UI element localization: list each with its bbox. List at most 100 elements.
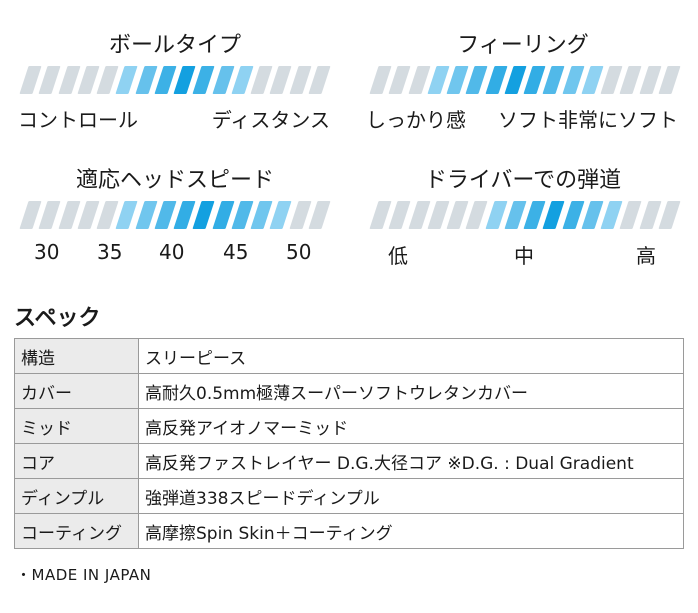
- table-row: カバー 高耐久0.5mm極薄スーパーソフトウレタンカバー: [14, 373, 684, 409]
- gauge-segment: [542, 66, 566, 94]
- gauge-segment: [231, 66, 254, 94]
- gauge-segment: [154, 66, 177, 94]
- gauge-segment: [173, 66, 196, 94]
- gauge-bar: [369, 66, 681, 94]
- gauge-segment: [96, 66, 119, 94]
- made-in-note: ・MADE IN JAPAN: [16, 566, 152, 584]
- gauge-segment: [523, 201, 546, 229]
- gauge-segment: [38, 201, 62, 229]
- gauge-tick-label: 50: [286, 240, 312, 264]
- spec-key: カバー: [14, 373, 139, 409]
- gauge-segment: [115, 201, 139, 229]
- gauge-segment: [388, 201, 412, 229]
- gauge-segment: [388, 66, 412, 94]
- gauge-segment: [600, 201, 623, 229]
- gauge-segment: [173, 201, 196, 229]
- gauge-segment: [407, 66, 431, 94]
- gauge-segment: [77, 201, 100, 229]
- gauge-segment: [484, 201, 508, 229]
- gauge-segment: [288, 201, 312, 229]
- gauge-segment: [250, 66, 273, 94]
- gauge-label-right: 非常にソフト: [558, 108, 678, 132]
- gauge-segment: [465, 201, 489, 229]
- gauge-segment: [19, 201, 42, 229]
- gauge-segment: [211, 201, 235, 229]
- gauge-tick-label: 45: [223, 240, 249, 264]
- gauge-segment: [658, 66, 681, 94]
- spec-key: コア: [14, 443, 139, 479]
- spec-value: スリーピース: [138, 338, 684, 374]
- gauge-segment: [38, 66, 62, 94]
- gauge-label-left: 低: [388, 244, 408, 268]
- gauge-title: 適応ヘッドスピード: [75, 168, 274, 193]
- gauge-segment: [211, 66, 235, 94]
- gauge-segment: [134, 201, 158, 229]
- gauge-label-middle: ソフト: [498, 108, 558, 132]
- gauge-segment: [250, 201, 273, 229]
- gauge-segment: [561, 201, 585, 229]
- gauge-segment: [369, 201, 392, 229]
- gauge-label-left: しっかり感: [366, 108, 466, 132]
- gauge-title: フィーリング: [457, 33, 589, 58]
- gauge-tick-label: 40: [159, 240, 185, 264]
- gauge-segment: [561, 66, 585, 94]
- gauge-segment: [269, 201, 293, 229]
- table-row: 構造 スリーピース: [14, 338, 684, 374]
- gauge-segment: [308, 66, 331, 94]
- spec-value: 高反発アイオノマーミッド: [138, 408, 684, 444]
- gauge-tick-label: 35: [97, 240, 123, 264]
- gauge-segment: [308, 201, 331, 229]
- gauge-segment: [658, 201, 681, 229]
- gauge-segment: [231, 201, 254, 229]
- table-row: ミッド 高反発アイオノマーミッド: [14, 408, 684, 444]
- spec-heading: スペック: [14, 306, 101, 331]
- table-row: コア 高反発ファストレイヤー D.G.大径コア ※D.G. : Dual Gra…: [14, 443, 684, 479]
- gauge-bar: [19, 66, 331, 94]
- gauge-segment: [619, 201, 643, 229]
- gauge-segment: [638, 66, 662, 94]
- spec-key: コーティング: [14, 513, 139, 549]
- gauge-segment: [269, 66, 293, 94]
- gauge-segment: [446, 201, 469, 229]
- gauge-segment: [427, 66, 450, 94]
- gauge-segment: [369, 66, 392, 94]
- gauge-segment: [154, 201, 177, 229]
- gauge-segment: [600, 66, 623, 94]
- gauge-segment: [427, 201, 450, 229]
- gauge-segment: [77, 66, 100, 94]
- spec-value: 強弾道338スピードディンプル: [138, 478, 684, 514]
- gauge-segment: [115, 66, 139, 94]
- gauge-segment: [619, 66, 643, 94]
- gauge-segment: [581, 201, 604, 229]
- gauge-bar: [369, 201, 681, 229]
- table-row: コーティング 高摩擦Spin Skin＋コーティング: [14, 513, 684, 549]
- spec-table: 構造 スリーピース カバー 高耐久0.5mm極薄スーパーソフトウレタンカバー ミ…: [14, 338, 684, 549]
- spec-value: 高摩擦Spin Skin＋コーティング: [138, 513, 684, 549]
- gauge-title: ボールタイプ: [108, 33, 241, 58]
- gauge-segment: [504, 66, 527, 94]
- gauge-segment: [192, 201, 216, 229]
- gauge-segment: [465, 66, 489, 94]
- spec-value: 高反発ファストレイヤー D.G.大径コア ※D.G. : Dual Gradie…: [138, 443, 684, 479]
- gauge-label-right: ディスタンス: [211, 108, 330, 132]
- gauge-segment: [407, 201, 431, 229]
- gauge-segment: [542, 201, 566, 229]
- gauge-label-right: 高: [636, 244, 656, 268]
- gauge-segment: [96, 201, 119, 229]
- gauge-label-left: コントロール: [18, 108, 138, 132]
- gauge-segment: [288, 66, 312, 94]
- gauge-segment: [192, 66, 216, 94]
- gauge-segment: [57, 66, 81, 94]
- gauge-segment: [581, 66, 604, 94]
- gauge-segment: [134, 66, 158, 94]
- gauge-segment: [523, 66, 546, 94]
- gauge-title: ドライバーでの弾道: [424, 168, 622, 193]
- spec-key: ミッド: [14, 408, 139, 444]
- gauge-segment: [19, 66, 42, 94]
- gauge-tick-label: 30: [34, 240, 60, 264]
- gauge-segment: [57, 201, 81, 229]
- spec-key: ディンプル: [14, 478, 139, 514]
- spec-value: 高耐久0.5mm極薄スーパーソフトウレタンカバー: [138, 373, 684, 409]
- spec-key: 構造: [14, 338, 139, 374]
- gauge-bar: [19, 201, 331, 229]
